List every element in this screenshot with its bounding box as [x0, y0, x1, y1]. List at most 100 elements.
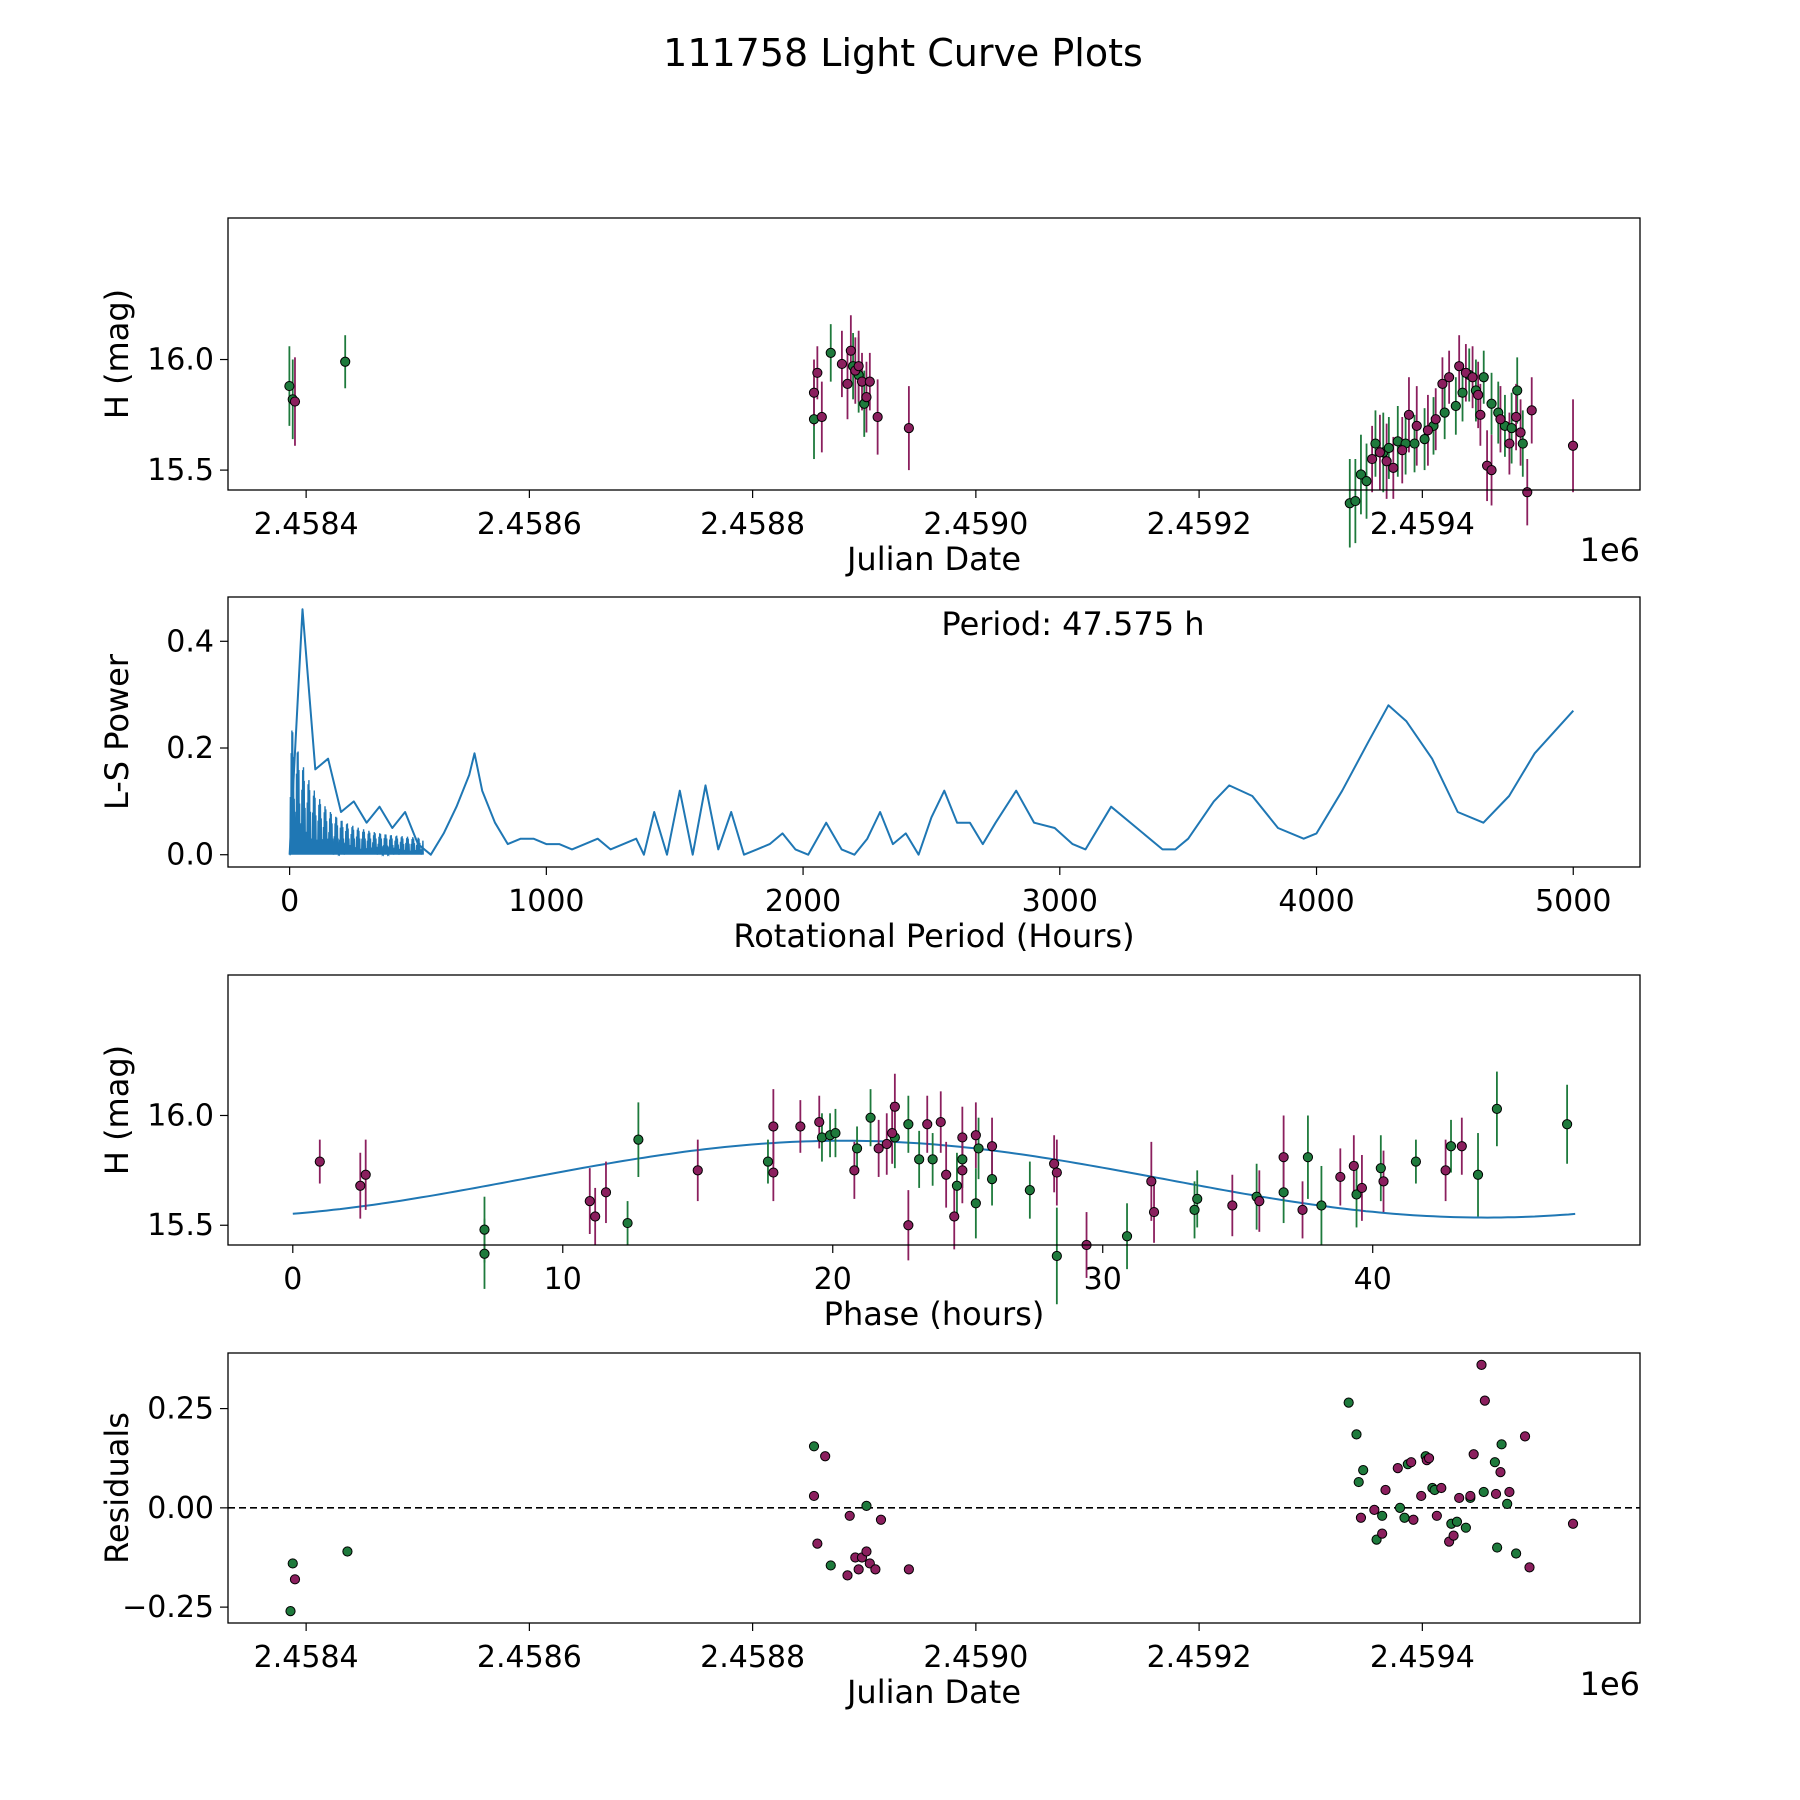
data-point	[1297, 1204, 1308, 1215]
data-point	[914, 1154, 925, 1165]
residuals-xtick-label: 2.4588	[700, 1640, 805, 1675]
data-point	[1383, 442, 1394, 454]
periodogram-xtick-label: 4000	[1278, 884, 1354, 919]
data-point	[692, 1165, 703, 1176]
light-curve-xtick-label: 2.4594	[1370, 507, 1475, 542]
data-point	[903, 1564, 914, 1575]
data-point	[1378, 1176, 1389, 1187]
data-point	[1504, 1486, 1515, 1498]
data-point	[1456, 1141, 1467, 1152]
data-point	[342, 1546, 353, 1557]
phase-folded-frame	[227, 974, 1641, 1246]
data-point	[865, 1112, 876, 1123]
data-point	[1512, 385, 1523, 396]
data-point	[844, 1510, 855, 1521]
data-point	[872, 411, 883, 423]
data-point	[289, 1574, 301, 1585]
residuals-xlabel: Julian Date	[845, 1673, 1021, 1711]
data-point	[1049, 1158, 1060, 1169]
light-curve-ytick-label: 16.0	[147, 343, 214, 378]
data-point	[1370, 438, 1381, 449]
data-point	[903, 1119, 914, 1130]
data-point	[1454, 361, 1465, 372]
data-point	[1419, 434, 1430, 445]
data-point	[1444, 372, 1455, 383]
data-point	[1515, 427, 1526, 438]
data-point	[970, 1198, 981, 1209]
periodogram-xtick-label: 1000	[508, 884, 584, 919]
data-point	[1355, 1512, 1367, 1523]
phase-folded-ylabel: H (mag)	[98, 1045, 136, 1175]
data-point	[1403, 409, 1415, 420]
data-point	[1522, 487, 1533, 498]
data-point	[1254, 1195, 1265, 1207]
data-point	[795, 1121, 806, 1132]
data-point	[1335, 1171, 1346, 1183]
data-point	[1567, 1518, 1579, 1529]
data-point	[1423, 1453, 1435, 1464]
data-point	[1450, 400, 1461, 412]
periodogram-ytick-label: 0.2	[166, 731, 214, 766]
data-point	[1506, 422, 1517, 434]
data-point	[1430, 414, 1441, 425]
data-point	[1348, 1160, 1359, 1172]
data-point	[1302, 1152, 1314, 1163]
data-point	[1486, 464, 1497, 476]
data-point	[1316, 1200, 1327, 1211]
data-point	[1024, 1185, 1035, 1196]
data-point	[851, 1143, 863, 1154]
data-point	[1422, 425, 1434, 436]
data-point	[590, 1211, 601, 1222]
data-point	[479, 1224, 490, 1235]
data-point	[1353, 1476, 1364, 1488]
data-point	[1374, 447, 1386, 458]
data-point	[845, 345, 856, 356]
data-point	[873, 1143, 884, 1154]
data-point	[903, 1220, 914, 1231]
residuals-frame	[227, 1352, 1641, 1624]
data-point	[973, 1143, 984, 1154]
data-point	[289, 396, 301, 407]
data-point	[808, 387, 820, 398]
data-point	[1358, 1465, 1369, 1476]
data-point	[1448, 1530, 1459, 1541]
data-point	[1475, 409, 1486, 420]
data-point	[1454, 1492, 1465, 1504]
data-point	[314, 1156, 325, 1167]
data-point	[1478, 1486, 1489, 1498]
residuals-xtick-label: 2.4586	[477, 1640, 582, 1675]
period-annotation: Period: 47.575 h	[941, 605, 1204, 643]
data-point	[355, 1180, 366, 1191]
data-point	[1381, 456, 1392, 467]
periodogram-ytick-label: 0.0	[166, 838, 214, 873]
light-curve-offset-label: 1e6	[1580, 531, 1640, 569]
data-point	[1388, 462, 1399, 473]
data-point	[830, 1127, 841, 1139]
data-point	[1351, 1429, 1362, 1440]
data-point	[1460, 1522, 1471, 1533]
data-point	[1517, 438, 1528, 449]
data-point	[861, 1500, 872, 1511]
data-point	[849, 1165, 860, 1176]
data-point	[1467, 372, 1478, 383]
data-point	[1278, 1152, 1289, 1163]
data-point	[762, 1156, 774, 1167]
light-curve-frame	[227, 217, 1641, 491]
periodogram-panel: Period: 47.575 h 0 1000 2000 3000 4000 5000 0.…	[98, 596, 1641, 955]
data-point	[1524, 1562, 1535, 1573]
data-point	[1369, 1504, 1380, 1515]
residuals-xtick-label: 2.4584	[254, 1640, 359, 1675]
data-point	[1492, 1542, 1503, 1553]
data-point	[1465, 1490, 1476, 1502]
data-point	[1445, 1141, 1457, 1152]
data-point	[812, 367, 823, 378]
phase-folded-xtick-label: 10	[544, 1262, 582, 1297]
data-point	[986, 1141, 998, 1152]
data-point	[479, 1248, 490, 1259]
data-point	[1410, 1156, 1422, 1167]
data-point	[1361, 476, 1372, 487]
data-point	[284, 380, 295, 392]
data-point	[1409, 438, 1420, 449]
